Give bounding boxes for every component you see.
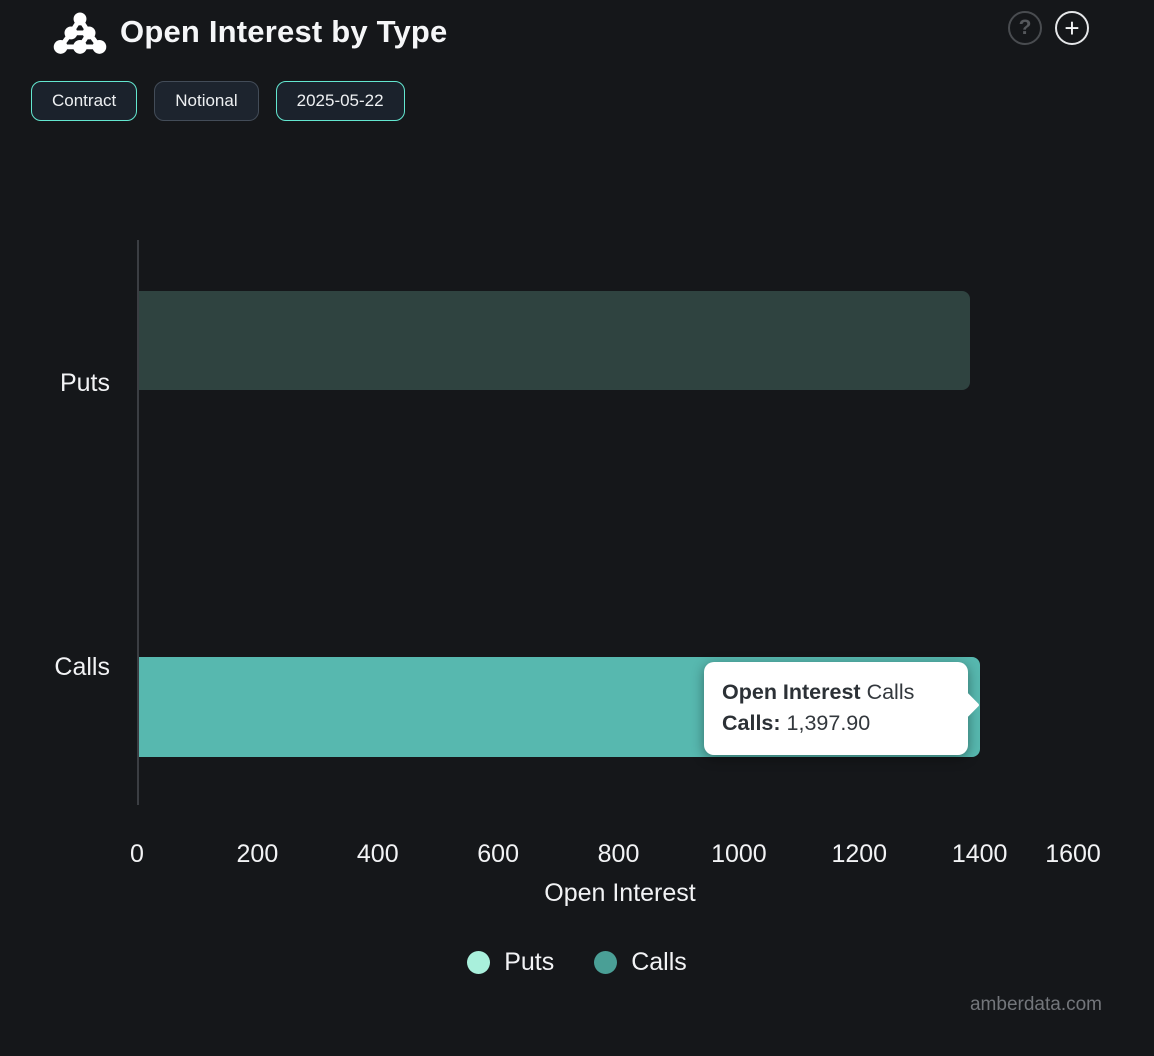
legend-label: Calls	[631, 948, 687, 976]
x-tick-label: 1400	[951, 840, 1008, 868]
puts-bar[interactable]	[139, 291, 970, 390]
page-title: Open Interest by Type	[120, 14, 448, 49]
x-axis-title: Open Interest	[0, 879, 1154, 908]
legend-label: Puts	[504, 948, 555, 976]
x-tick-label: 400	[356, 840, 399, 868]
y-tick-label-calls: Calls	[54, 653, 110, 681]
expiration-date-button[interactable]: 2025-05-22	[275, 81, 405, 121]
x-tick-label: 0	[130, 840, 144, 868]
header: Open Interest by Type ? +	[0, 0, 1154, 64]
watermark: amberdata.com	[969, 994, 1102, 1015]
y-axis-line	[137, 240, 139, 805]
x-tick-label: 1600	[1045, 840, 1101, 868]
calls-swatch-icon	[594, 951, 618, 974]
x-axis-title-text: Open Interest	[544, 879, 696, 907]
toolbar: Contract Notional 2025-05-22	[31, 81, 405, 121]
notional-toggle-button[interactable]: Notional	[154, 81, 259, 121]
x-tick-label: 600	[477, 840, 519, 868]
x-tick-label: 800	[597, 840, 640, 868]
help-icon[interactable]: ?	[1008, 11, 1042, 45]
puts-swatch-icon	[467, 951, 491, 974]
y-tick-label-puts: Puts	[59, 369, 110, 397]
tooltip-title: Open Interest Calls	[722, 680, 915, 704]
help-glyph: ?	[1018, 16, 1032, 39]
x-tick-label: 1000	[711, 840, 767, 868]
chart-legend: Puts Calls	[0, 948, 1154, 977]
contract-toggle-button[interactable]: Contract	[31, 81, 138, 121]
cluster-logo-icon	[53, 12, 107, 54]
legend-item-calls[interactable]: Calls	[594, 948, 687, 977]
legend-item-puts[interactable]: Puts	[467, 948, 554, 977]
tooltip-value-row: Calls: 1,397.90	[722, 711, 871, 735]
add-icon[interactable]: +	[1055, 11, 1089, 45]
plus-glyph: +	[1064, 13, 1080, 43]
x-tick-label: 1200	[831, 840, 888, 868]
x-tick-label: 200	[236, 840, 279, 868]
hover-tooltip: Open Interest Calls Calls: 1,397.90	[704, 662, 980, 755]
